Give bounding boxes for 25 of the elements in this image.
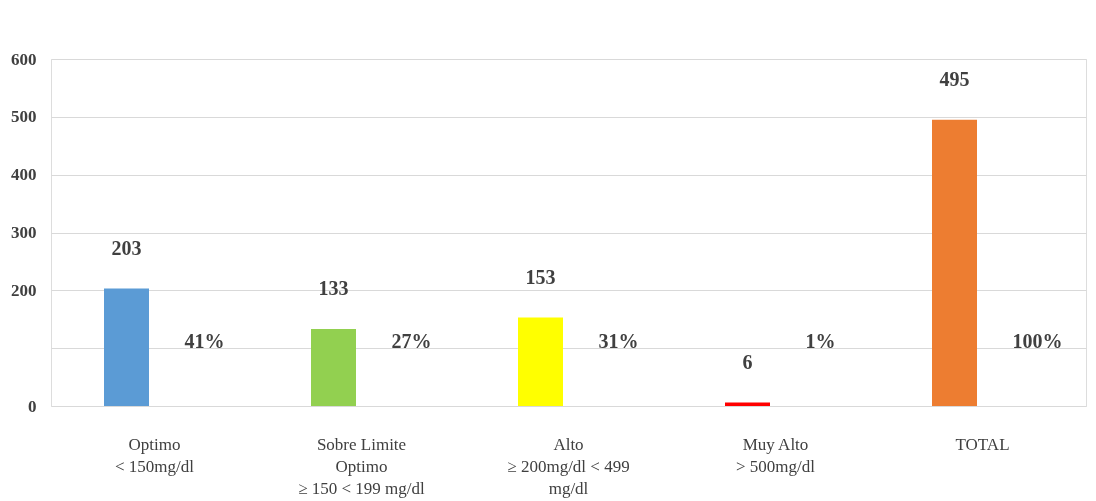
annotation: 27%	[391, 330, 432, 352]
x-tick-label: TOTAL	[955, 434, 1010, 454]
data-label: 6	[742, 350, 753, 373]
y-tick-label: 300	[11, 223, 37, 242]
x-tick-label: Sobre Limite Optimo ≥ 150 < 199 mg/dl	[298, 434, 426, 498]
bar	[932, 119, 977, 406]
x-tick-label: Alto ≥ 200mg/dl < 499 mg/dl	[507, 434, 630, 498]
data-label: 203	[111, 236, 142, 259]
y-tick-label: 400	[11, 165, 37, 185]
data-label: 133	[318, 277, 349, 300]
data-label: 495	[939, 67, 970, 90]
x-tick-label: Muy Alto > 500mg/dl	[735, 434, 816, 476]
annotation: 1%	[805, 330, 836, 352]
bar	[518, 317, 563, 406]
y-tick-label: 0	[28, 396, 37, 416]
y-tick-label: 200	[11, 280, 37, 300]
y-tick-label: 500	[11, 107, 37, 127]
y-tick-label: 600	[11, 49, 37, 69]
annotation: 100%	[1012, 330, 1063, 352]
data-label: 153	[525, 265, 556, 288]
annotation: 31%	[598, 330, 639, 352]
x-tick-label: Optimo < 150mg/dl	[114, 434, 195, 476]
annotation: 41%	[184, 330, 225, 352]
bar	[104, 288, 149, 406]
bar	[311, 329, 356, 406]
